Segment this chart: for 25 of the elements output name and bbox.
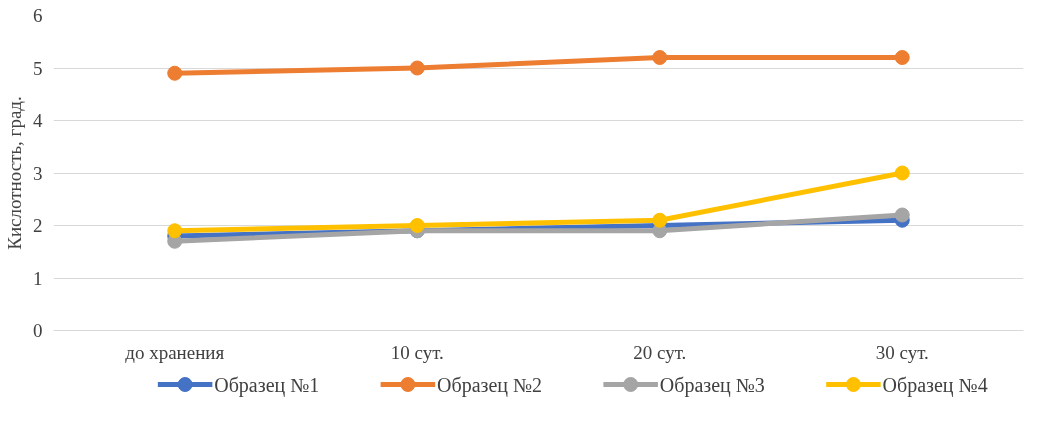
y-tick-label: 5 bbox=[33, 57, 43, 79]
y-tick-label: 4 bbox=[33, 110, 43, 131]
x-tick-label: 10 сут. bbox=[390, 341, 444, 363]
legend-label: Образец №3 bbox=[659, 373, 765, 397]
x-tick-label: 30 сут. bbox=[875, 341, 929, 363]
point bbox=[894, 165, 910, 181]
point bbox=[167, 223, 183, 239]
y-tick-label: 1 bbox=[33, 267, 43, 289]
x-tick-label: до хранения bbox=[125, 341, 225, 363]
legend-label: Образец №4 bbox=[882, 373, 988, 397]
point bbox=[409, 218, 425, 233]
point bbox=[167, 65, 183, 81]
legend-label: Образец №1 bbox=[214, 373, 320, 397]
y-tick-label: 3 bbox=[33, 162, 43, 184]
x-tick-label: 20 сут. bbox=[633, 341, 687, 363]
y-tick-label: 2 bbox=[33, 215, 43, 236]
point bbox=[409, 60, 425, 76]
legend-label: Образец №2 bbox=[437, 373, 543, 397]
point bbox=[652, 212, 668, 228]
y-axis-title: Кислотность, град. bbox=[4, 96, 25, 250]
y-tick-label: 6 bbox=[33, 5, 43, 26]
point bbox=[894, 50, 910, 65]
point bbox=[652, 50, 668, 65]
point bbox=[894, 207, 910, 223]
y-tick-label: 0 bbox=[33, 320, 43, 341]
